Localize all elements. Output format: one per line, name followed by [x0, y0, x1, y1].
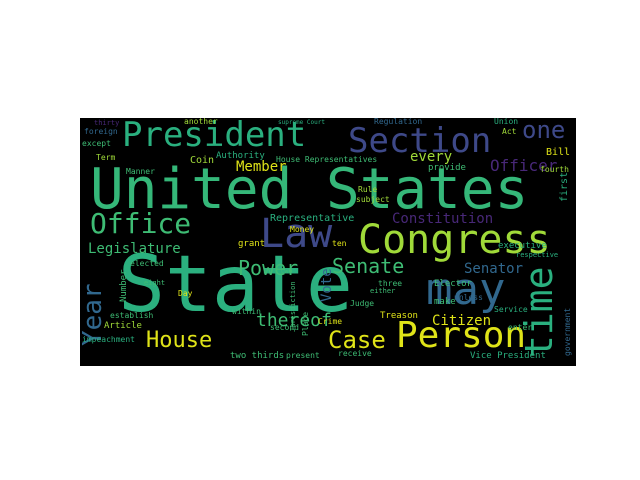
word-power: Power — [238, 256, 299, 280]
word-either: either — [370, 287, 396, 295]
word-jurisdiction: Jurisdiction — [289, 281, 297, 332]
word-subject: subject — [356, 195, 390, 204]
word-office: Office — [90, 207, 192, 240]
word-provide: provide — [428, 163, 466, 173]
word-present: present — [286, 351, 320, 360]
word-first: first — [559, 171, 570, 202]
word-article: Article — [104, 321, 142, 331]
word-number: Number — [119, 269, 129, 302]
word-elected: elected — [130, 259, 164, 268]
word-crime: Crime — [318, 317, 343, 326]
word-fourth: fourth — [540, 165, 569, 174]
word-officer: Officer — [490, 156, 558, 175]
word-treason: Treason — [380, 311, 418, 321]
word-enter: enter — [508, 323, 533, 332]
word-house-representatives: House Representatives — [276, 155, 378, 164]
word-supreme-court: supreme Court — [278, 119, 325, 126]
word-place: Place — [301, 311, 310, 336]
word-one: one — [522, 118, 566, 144]
word-law: Law — [260, 211, 333, 257]
word-unless: unless — [454, 293, 483, 302]
word-legislature: Legislature — [88, 241, 181, 257]
word-except: except — [82, 139, 111, 148]
word-every: every — [410, 149, 453, 165]
word-person: Person — [396, 315, 527, 356]
word-day: Day — [178, 289, 193, 298]
word-congress: Congress — [358, 217, 551, 263]
word-senator: Senator — [464, 261, 524, 277]
word-respective: respective — [516, 251, 559, 259]
word-term: Term — [96, 153, 116, 162]
word-another: another — [184, 118, 218, 126]
word-service: Service — [494, 305, 528, 314]
word-coin: Coin — [190, 155, 215, 166]
word-make: make — [434, 297, 456, 307]
word-grant: grant — [238, 239, 266, 249]
word-eight: eight — [144, 279, 166, 287]
word-establish: establish — [110, 311, 154, 320]
word-judge: Judge — [350, 299, 375, 308]
word-vote: Vote — [319, 268, 335, 302]
word-foreign: foreign — [84, 127, 118, 136]
word-citizen: Citizen — [432, 313, 492, 329]
word-senate: Senate — [332, 254, 405, 278]
word-second: second — [270, 323, 299, 332]
word-three: three — [378, 279, 403, 288]
word-impeachment: impeachment — [82, 335, 135, 344]
word-two-thirds: two thirds — [230, 351, 285, 361]
word-manner: Manner — [126, 167, 155, 176]
word-regulation: Regulation — [374, 118, 423, 126]
word-representative: Representative — [270, 213, 355, 224]
word-bill: Bill — [546, 147, 571, 158]
word-thereof: thereof — [256, 310, 332, 331]
word-vice-president: Vice President — [470, 351, 546, 361]
word-ten: ten — [332, 239, 347, 248]
word-united-states: United States — [90, 157, 529, 222]
word-elector: Elector — [434, 279, 472, 289]
word-president: President — [122, 118, 307, 155]
word-member: Member — [236, 159, 287, 175]
word-cloud: State United States President Section La… — [80, 118, 576, 366]
word-receive: receive — [338, 349, 372, 358]
word-state: State — [118, 240, 353, 330]
word-section: Section — [348, 121, 492, 161]
word-case: Case — [328, 326, 386, 354]
word-may: may — [426, 264, 506, 315]
word-two: two — [280, 267, 293, 275]
word-authority: Authority — [216, 151, 265, 161]
word-rule: Rule — [358, 185, 378, 194]
word-thirty: thirty — [94, 119, 120, 127]
word-within: within — [232, 307, 261, 316]
word-house: House — [146, 328, 213, 353]
word-government: government — [563, 307, 572, 356]
word-union: Union — [494, 118, 519, 126]
word-act: Act — [502, 127, 517, 136]
word-money: Money — [290, 225, 315, 234]
word-constitution: Constitution — [392, 211, 494, 227]
word-executive: executive — [498, 241, 547, 251]
